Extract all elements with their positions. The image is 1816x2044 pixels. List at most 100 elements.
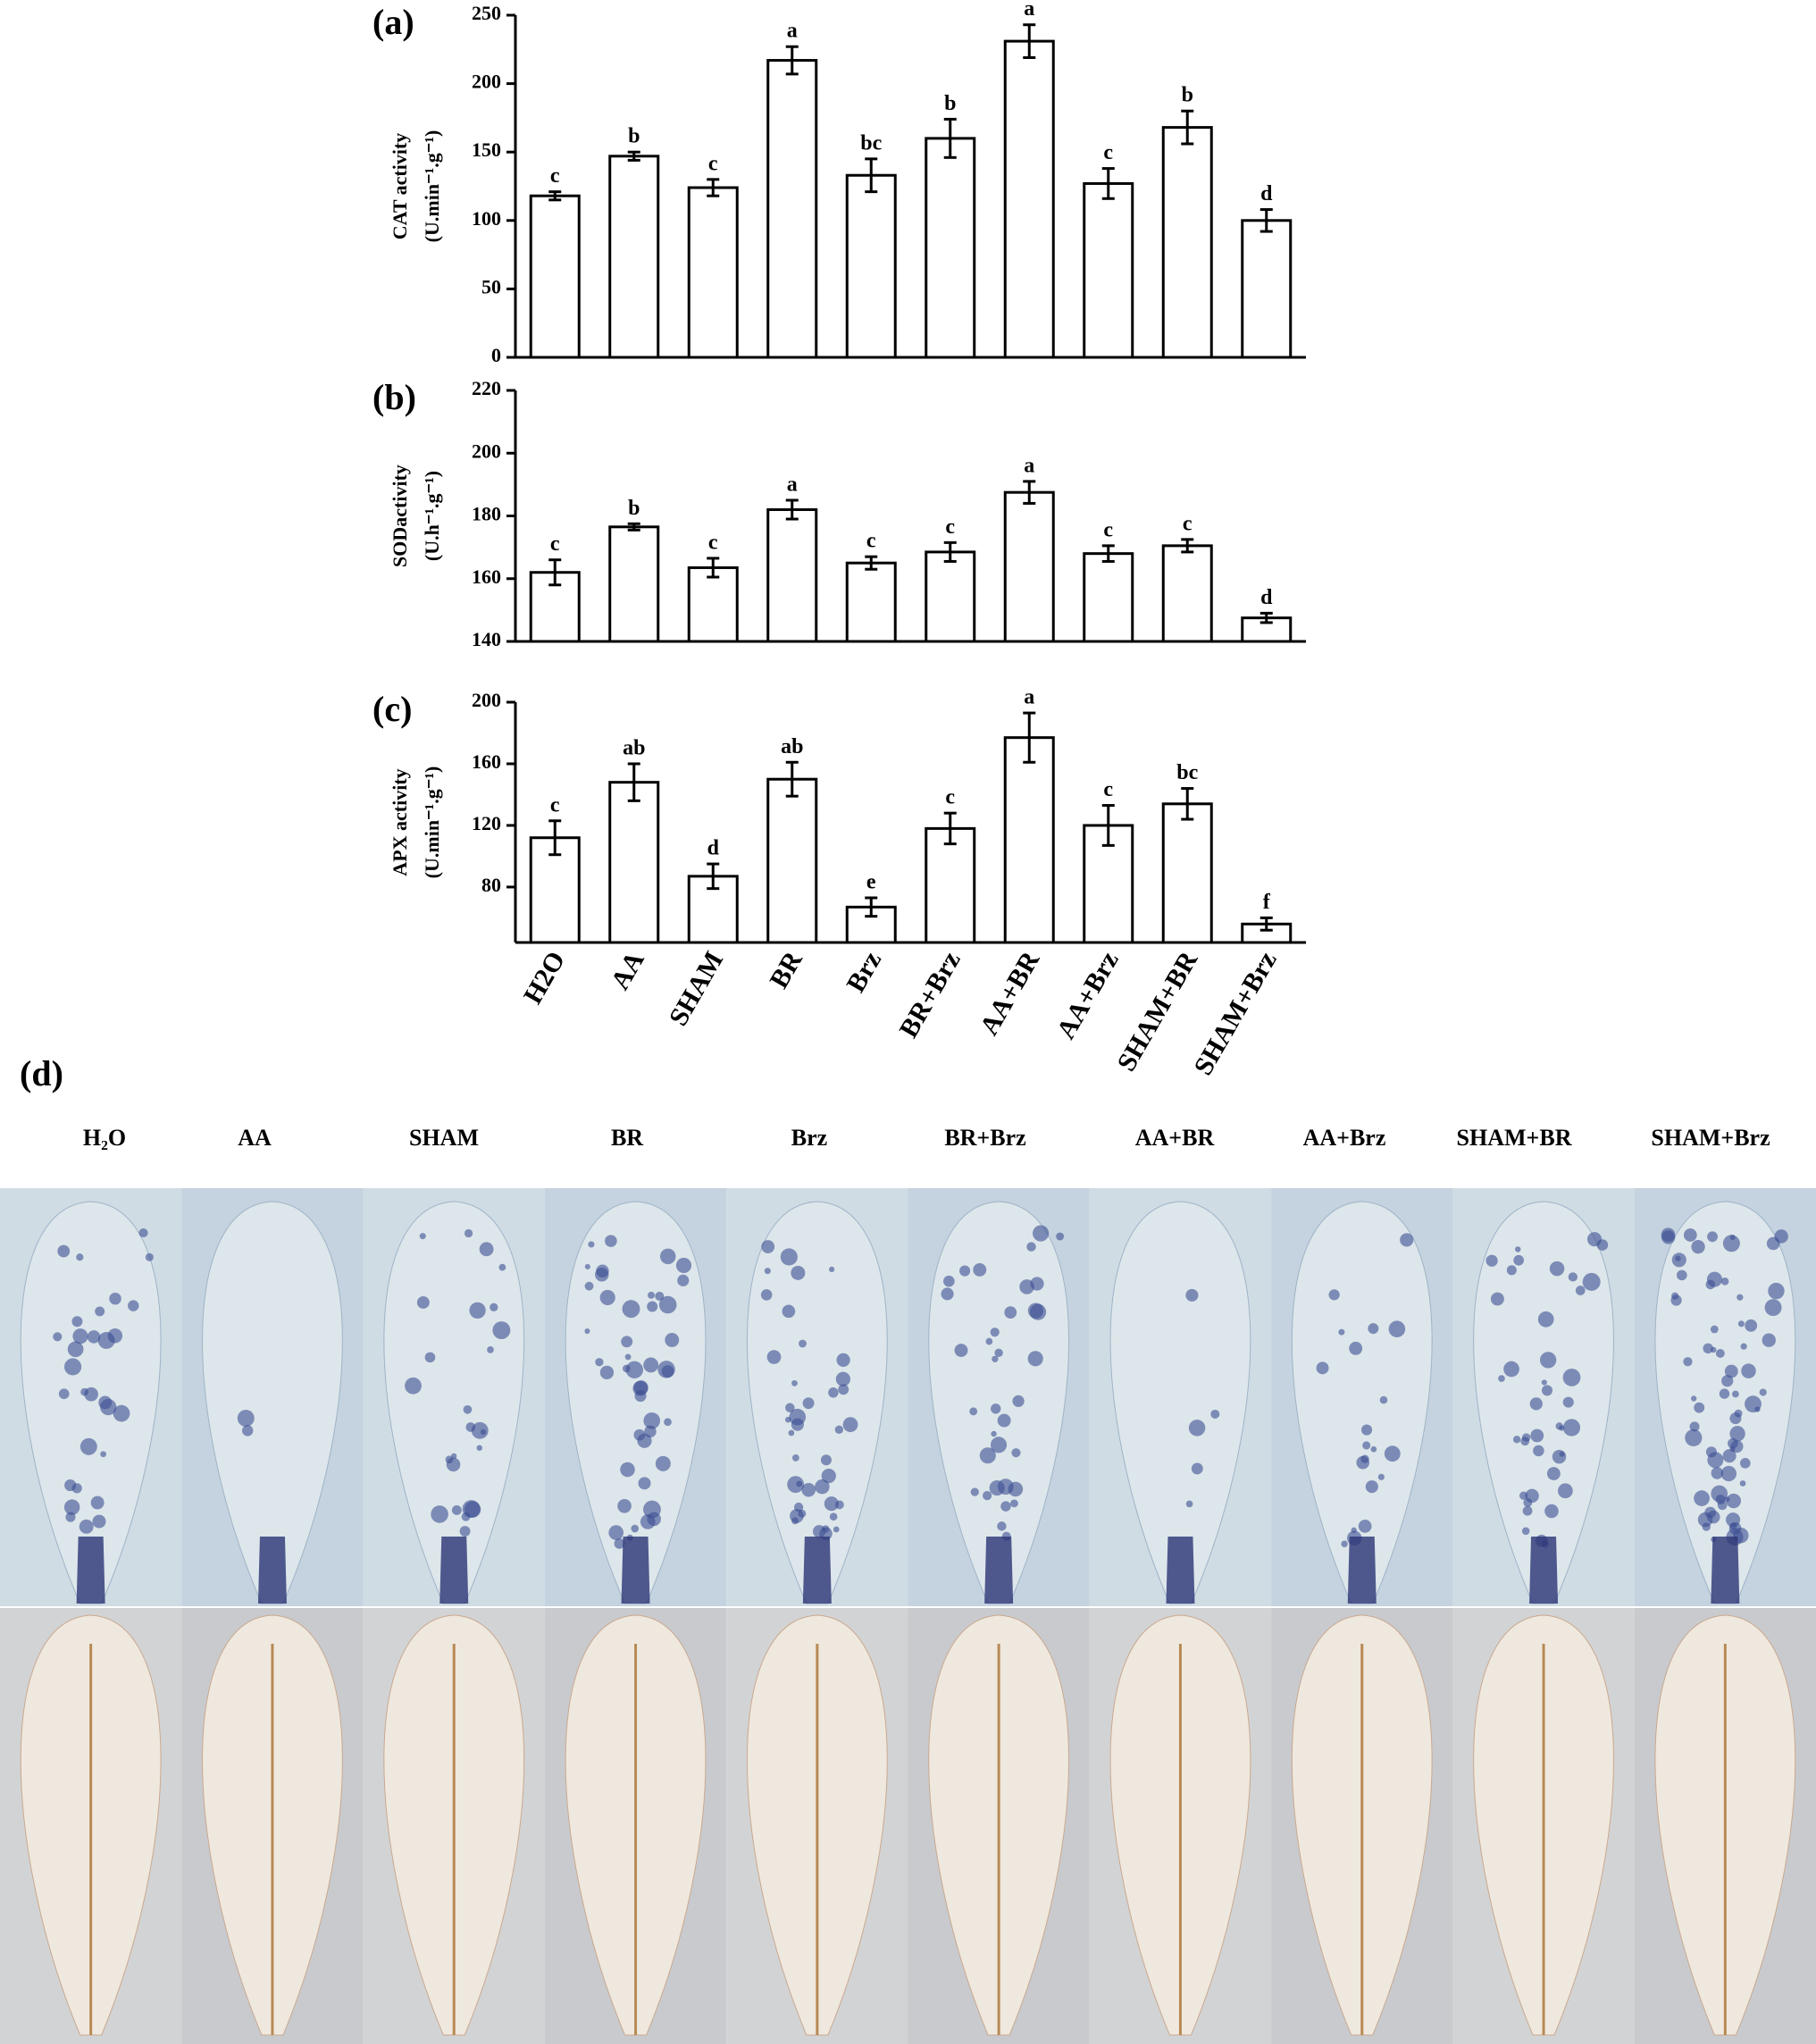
- stain-spot: [84, 1386, 98, 1402]
- stain-spot: [596, 1264, 609, 1278]
- stain-spot: [1498, 1375, 1505, 1382]
- stain-spot: [990, 1437, 1008, 1453]
- leaf-base: [984, 1537, 1014, 1604]
- error-bar: [943, 117, 957, 159]
- significance-letter: c: [1103, 778, 1113, 801]
- error-bar: [1259, 611, 1273, 624]
- stain-spot: [1675, 1255, 1681, 1261]
- stain-spot: [1557, 1483, 1573, 1499]
- error-bar: [865, 157, 878, 194]
- stain-spot: [1729, 1426, 1745, 1442]
- panel-label: (d): [20, 1053, 63, 1093]
- stain-spot: [824, 1496, 839, 1512]
- stain-spot: [1316, 1361, 1329, 1375]
- significance-letter: c: [550, 164, 560, 188]
- stain-spot: [100, 1398, 117, 1416]
- stain-spot: [1562, 1368, 1581, 1386]
- stain-spot: [599, 1365, 615, 1379]
- stain-spot: [1512, 1436, 1521, 1444]
- stain-spot: [462, 1500, 481, 1519]
- stain-spot: [424, 1352, 436, 1363]
- stain-spot: [63, 1499, 80, 1515]
- stain-spot: [67, 1341, 84, 1358]
- stain-spot: [487, 1346, 494, 1353]
- y-tick-label: 150: [472, 138, 501, 161]
- stain-spot: [1706, 1271, 1723, 1287]
- stain-spot: [64, 1479, 77, 1492]
- stain-spot: [620, 1462, 635, 1478]
- stain-spot: [1521, 1527, 1530, 1536]
- stain-spot: [787, 1476, 805, 1494]
- stain-spot: [1711, 1485, 1728, 1503]
- stain-spot: [1513, 1254, 1524, 1266]
- bar: [766, 59, 818, 359]
- stain-spot: [1503, 1361, 1519, 1378]
- stain-spot: [76, 1253, 84, 1261]
- stain-spot: [658, 1295, 677, 1314]
- stain-spot: [1541, 1385, 1553, 1396]
- stain-spot: [954, 1344, 968, 1357]
- stain-spot: [1546, 1467, 1561, 1480]
- stain-spot: [1683, 1228, 1697, 1242]
- stain-spot: [1328, 1289, 1340, 1301]
- stain-spot: [1722, 1235, 1740, 1252]
- stain-spot: [842, 1417, 858, 1433]
- y-tick-label: 250: [472, 2, 501, 24]
- stain-spot: [1683, 1357, 1693, 1367]
- stain-spot: [985, 1337, 993, 1345]
- stain-spot: [1562, 1419, 1581, 1437]
- leaf-base: [802, 1537, 832, 1604]
- stain-spot: [1707, 1510, 1720, 1524]
- stain-spot: [1702, 1522, 1711, 1531]
- stain-spot: [1728, 1437, 1738, 1449]
- stain-spot: [1358, 1520, 1372, 1533]
- stain-spot: [1370, 1445, 1377, 1453]
- stain-spot: [1185, 1288, 1199, 1302]
- stain-spot: [791, 1418, 804, 1431]
- significance-letter: a: [1024, 686, 1034, 709]
- error-bar: [1101, 167, 1115, 200]
- stain-spot: [1715, 1349, 1725, 1358]
- column-label: SHAM: [409, 1125, 479, 1151]
- bar: [1161, 544, 1213, 643]
- stain-spot: [991, 1403, 1001, 1414]
- stain-spot: [631, 1524, 640, 1533]
- stain-spot: [973, 1262, 987, 1277]
- stain-spot: [92, 1514, 106, 1529]
- stain-spot: [1729, 1235, 1736, 1241]
- error-bar: [1023, 711, 1036, 764]
- stain-spot: [760, 1289, 773, 1301]
- stain-spot: [969, 1407, 978, 1416]
- stain-spot: [97, 1331, 115, 1349]
- leaf-base: [1529, 1537, 1559, 1604]
- stain-spot: [655, 1455, 671, 1471]
- stain-spot: [1720, 1278, 1729, 1286]
- stain-spot: [1485, 1254, 1498, 1267]
- column-label: AA+BR: [1135, 1125, 1215, 1151]
- stain-spot: [1741, 1363, 1756, 1378]
- stain-spot: [1766, 1236, 1780, 1251]
- y-axis-label: (U.min⁻¹.g⁻¹): [421, 766, 443, 879]
- x-tick-label: Brz: [841, 946, 887, 997]
- bar: [608, 781, 660, 944]
- stain-spot: [1338, 1328, 1345, 1336]
- y-axis-label: CAT activity: [389, 133, 411, 240]
- stain-spot: [1694, 1402, 1705, 1413]
- stain-spot: [655, 1291, 665, 1302]
- stain-spot: [584, 1281, 594, 1291]
- bar: [1161, 802, 1213, 944]
- stain-spot: [761, 1240, 775, 1253]
- stain-spot: [1745, 1319, 1758, 1332]
- error-bar: [865, 896, 878, 918]
- stain-spot: [834, 1425, 844, 1434]
- stain-spot: [1056, 1232, 1065, 1241]
- stain-spot: [1030, 1303, 1047, 1320]
- stain-spot: [1711, 1467, 1724, 1479]
- bar: [845, 173, 897, 359]
- panel-label: (b): [372, 377, 416, 417]
- y-tick-label: 160: [472, 565, 501, 588]
- significance-letter: c: [708, 531, 718, 554]
- stain-spot: [644, 1425, 657, 1438]
- stain-spot: [1731, 1390, 1739, 1398]
- bar: [1241, 616, 1293, 643]
